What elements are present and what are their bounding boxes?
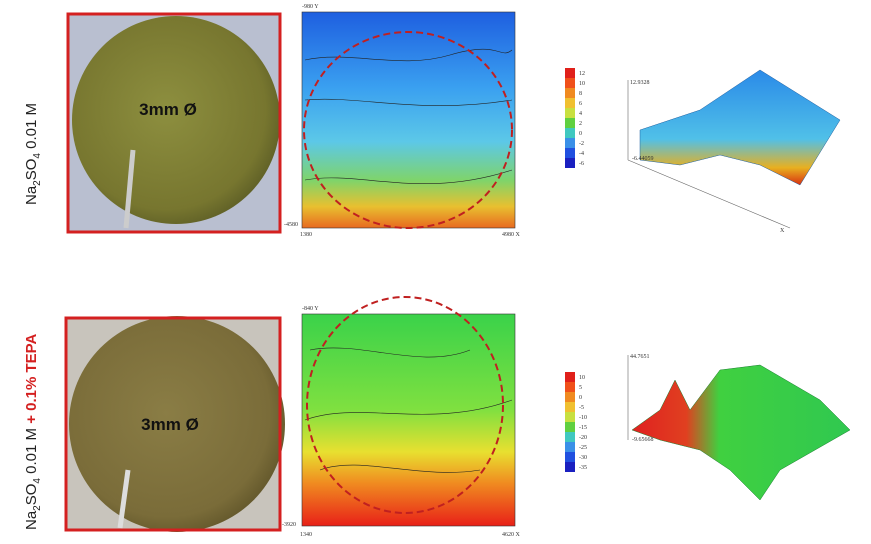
surface-label: -9.65668: [632, 437, 654, 443]
axis-label: 4980 X: [502, 232, 521, 238]
surface-label: X: [780, 228, 785, 234]
colorbar-label: -6: [579, 161, 584, 167]
scale-label: 3mm Ø: [139, 100, 197, 119]
colorbar-label: 2: [579, 121, 582, 127]
axis-label: -840 Y: [302, 306, 319, 312]
colorbar-label: 5: [579, 385, 582, 391]
colorbar-swatch: [565, 412, 575, 422]
colorbar-label: 10: [579, 375, 585, 381]
contour-map: -840 Y -3920 1340 4620 X: [282, 296, 521, 538]
surface-label: -6.44059: [632, 156, 654, 162]
photo: 3mm Ø: [66, 12, 282, 234]
axis-label: -3920: [282, 522, 296, 528]
colorbar-swatch: [565, 158, 575, 168]
colorbar-swatch: [565, 442, 575, 452]
colorbar-label: -10: [579, 415, 587, 421]
colorbar-label: 0: [579, 395, 582, 401]
colorbar-label: -5: [579, 405, 584, 411]
colorbar-label: 6: [579, 101, 582, 107]
scale-label: 3mm Ø: [141, 415, 199, 434]
colorbar-swatch: [565, 148, 575, 158]
colorbar-swatch: [565, 382, 575, 392]
colorbar-swatch: [565, 392, 575, 402]
colorbar-swatch: [565, 98, 575, 108]
colorbar-label: -30: [579, 455, 587, 461]
colorbar-swatch: [565, 128, 575, 138]
colorbars: 12 10 8 6 4 2 0 -2 -4 -6 10 5 0 -5 -10 -15 -20 -25 -30 -35: [565, 68, 587, 472]
colorbar-swatch: [565, 402, 575, 412]
axis-label: -980 Y: [302, 4, 319, 10]
colorbar-swatch: [565, 118, 575, 128]
contour-map: -980 Y -4580 1380 4980 X: [284, 4, 521, 238]
colorbar-swatch: [565, 78, 575, 88]
colorbar-swatch: [565, 462, 575, 472]
colorbar-label: -15: [579, 425, 587, 431]
colorbar-label: -35: [579, 465, 587, 471]
colorbar-label: 8: [579, 91, 582, 97]
colorbar-swatch: [565, 452, 575, 462]
colorbar-label: 0: [579, 131, 582, 137]
colorbar-swatch: [565, 138, 575, 148]
colorbar-swatch: [565, 108, 575, 118]
surface-label: 12.9328: [630, 80, 650, 86]
colorbar-label: 4: [579, 111, 582, 117]
axis-label: 4620 X: [502, 532, 521, 538]
colorbar-label: -20: [579, 435, 587, 441]
colorbar-swatch: [565, 432, 575, 442]
axis-label: 1340: [300, 532, 312, 538]
surface-label: 44.7651: [630, 354, 650, 360]
axis-label: -4580: [284, 222, 298, 228]
row-label: Na2SO4 0.01 M: [23, 103, 43, 205]
axis-label: 1380: [300, 232, 312, 238]
colorbar-label: 10: [579, 81, 585, 87]
surface-plot: 44.7651 -9.65668: [627, 354, 851, 501]
colorbar-swatch: [565, 372, 575, 382]
colorbar-label: -2: [579, 141, 584, 147]
colorbar-swatch: [565, 422, 575, 432]
colorbar-label: 12: [579, 71, 585, 77]
colorbar-swatch: [565, 88, 575, 98]
row-label: Na2SO4 0.01 M + 0.1% TEPA: [23, 333, 43, 530]
colorbar-label: -25: [579, 445, 587, 451]
colorbar-label: -4: [579, 151, 584, 157]
photo: 3mm Ø: [64, 316, 285, 532]
surface-plot: 12.9328 -6.44059 X: [627, 69, 841, 234]
colorbar-swatch: [565, 68, 575, 78]
